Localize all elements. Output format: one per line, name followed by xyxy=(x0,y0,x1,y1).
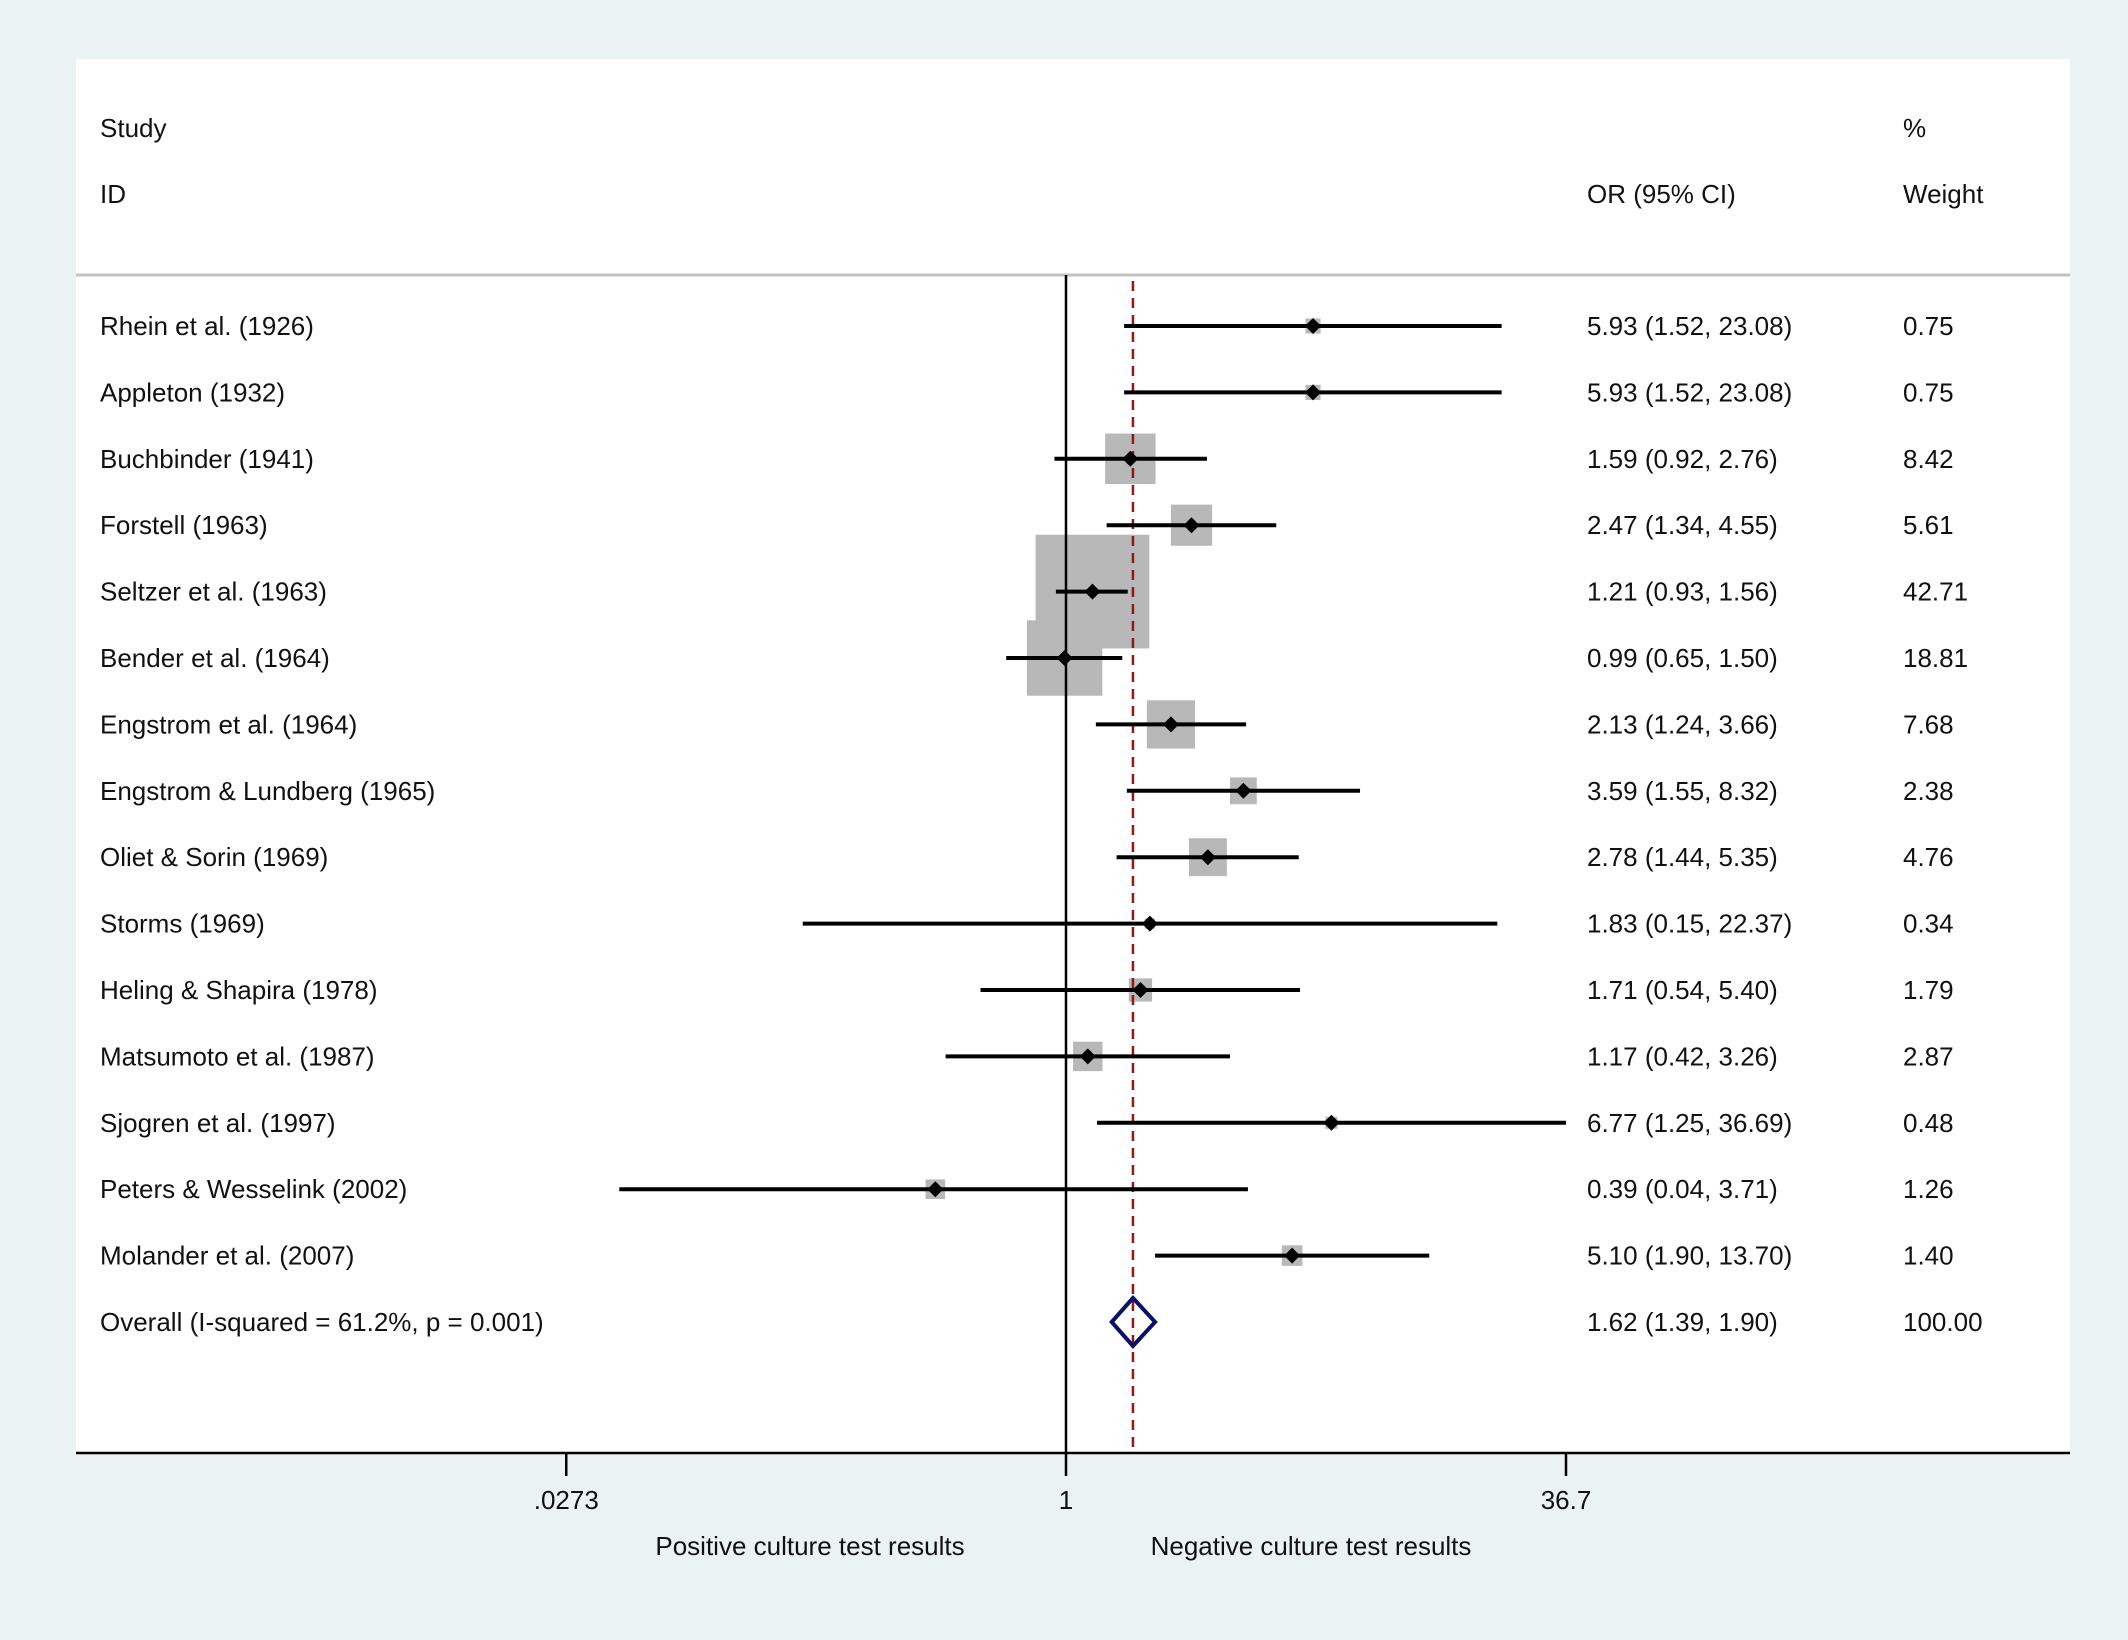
point-estimate-marker xyxy=(1284,1247,1301,1264)
x-tick-label: 36.7 xyxy=(1541,1485,1592,1515)
header-weight-percent: % xyxy=(1903,113,1926,143)
header-id: ID xyxy=(100,179,126,209)
study-estimate: 2.13 (1.24, 3.66) xyxy=(1587,709,1778,739)
point-estimates xyxy=(927,318,1340,1264)
study-label: Oliet & Sorin (1969) xyxy=(100,842,328,872)
study-weight: 42.71 xyxy=(1903,577,1968,607)
point-estimate-marker xyxy=(1183,517,1200,534)
study-weight: 1.40 xyxy=(1903,1241,1954,1271)
study-weight: 1.26 xyxy=(1903,1174,1954,1204)
study-label: Matsumoto et al. (1987) xyxy=(100,1041,375,1071)
study-estimate: 3.59 (1.55, 8.32) xyxy=(1587,776,1778,806)
point-estimate-marker xyxy=(1084,583,1101,600)
study-estimate: 6.77 (1.25, 36.69) xyxy=(1587,1108,1792,1138)
point-estimate-marker xyxy=(1132,982,1149,998)
point-estimate-marker xyxy=(927,1181,944,1198)
point-estimate-marker xyxy=(1199,849,1216,866)
study-label: Engstrom et al. (1964) xyxy=(100,709,357,739)
study-label: Storms (1969) xyxy=(100,909,265,939)
study-estimate: 0.99 (0.65, 1.50) xyxy=(1587,643,1778,673)
study-label: Molander et al. (2007) xyxy=(100,1241,354,1271)
study-estimate: 0.39 (0.04, 3.71) xyxy=(1587,1174,1778,1204)
point-estimate-marker xyxy=(1056,650,1073,666)
point-estimate-marker xyxy=(1235,782,1252,799)
overall-weight: 100.00 xyxy=(1903,1307,1983,1337)
study-label: Buchbinder (1941) xyxy=(100,444,314,474)
study-estimate: 1.21 (0.93, 1.56) xyxy=(1587,577,1778,607)
study-label: Forstell (1963) xyxy=(100,510,268,540)
point-estimate-marker xyxy=(1323,1114,1340,1131)
study-estimate: 5.10 (1.90, 13.70) xyxy=(1587,1241,1792,1271)
study-estimate: 2.78 (1.44, 5.35) xyxy=(1587,842,1778,872)
x-tick-label: 1 xyxy=(1059,1485,1073,1515)
direction-label-right: Negative culture test results xyxy=(1151,1531,1472,1561)
study-label: Rhein et al. (1926) xyxy=(100,311,314,341)
study-estimate: 1.83 (0.15, 22.37) xyxy=(1587,909,1792,939)
study-weight: 18.81 xyxy=(1903,643,1968,673)
study-weight: 0.75 xyxy=(1903,311,1954,341)
study-estimate: 1.71 (0.54, 5.40) xyxy=(1587,975,1778,1005)
overall-label: Overall (I-squared = 61.2%, p = 0.001) xyxy=(100,1307,544,1337)
study-label: Sjogren et al. (1997) xyxy=(100,1108,336,1138)
overall-diamond xyxy=(1109,1295,1158,1349)
header-study: Study xyxy=(100,113,167,143)
point-estimate-marker xyxy=(1305,384,1322,401)
study-weight: 2.87 xyxy=(1903,1041,1954,1071)
study-estimate: 5.93 (1.52, 23.08) xyxy=(1587,311,1792,341)
point-estimate-marker xyxy=(1141,915,1158,932)
overall-estimate: 1.62 (1.39, 1.90) xyxy=(1587,1307,1778,1337)
x-axis-ticks: .0273 1 36.7 xyxy=(534,1453,1592,1515)
confidence-intervals xyxy=(619,324,1566,1258)
study-label: Peters & Wesselink (2002) xyxy=(100,1174,407,1204)
study-label: Seltzer et al. (1963) xyxy=(100,577,327,607)
study-estimate: 1.59 (0.92, 2.76) xyxy=(1587,444,1778,474)
study-weight: 7.68 xyxy=(1903,709,1954,739)
row-labels: Rhein et al. (1926) 5.93 (1.52, 23.08) 0.7… xyxy=(100,311,1968,1271)
header-weight: Weight xyxy=(1903,179,1984,209)
point-estimate-marker xyxy=(1162,716,1179,733)
plot-panel xyxy=(76,59,2070,1453)
study-weight: 2.38 xyxy=(1903,776,1954,806)
study-label: Heling & Shapira (1978) xyxy=(100,975,378,1005)
point-estimate-marker xyxy=(1079,1048,1096,1065)
study-weight: 0.48 xyxy=(1903,1108,1954,1138)
x-tick-label: .0273 xyxy=(534,1485,599,1515)
study-weight: 1.79 xyxy=(1903,975,1954,1005)
study-label: Appleton (1932) xyxy=(100,377,285,407)
study-estimate: 1.17 (0.42, 3.26) xyxy=(1587,1041,1778,1071)
direction-label-left: Positive culture test results xyxy=(655,1531,964,1561)
header-estimate: OR (95% CI) xyxy=(1587,179,1736,209)
study-estimate: 5.93 (1.52, 23.08) xyxy=(1587,377,1792,407)
study-weight: 0.34 xyxy=(1903,909,1954,939)
study-weight: 0.75 xyxy=(1903,377,1954,407)
study-weight: 4.76 xyxy=(1903,842,1954,872)
study-label: Bender et al. (1964) xyxy=(100,643,330,673)
study-estimate: 2.47 (1.34, 4.55) xyxy=(1587,510,1778,540)
point-estimate-marker xyxy=(1122,450,1139,467)
study-label: Engstrom & Lundberg (1965) xyxy=(100,776,435,806)
study-weight: 5.61 xyxy=(1903,510,1954,540)
point-estimate-marker xyxy=(1305,318,1322,334)
study-weight: 8.42 xyxy=(1903,444,1954,474)
